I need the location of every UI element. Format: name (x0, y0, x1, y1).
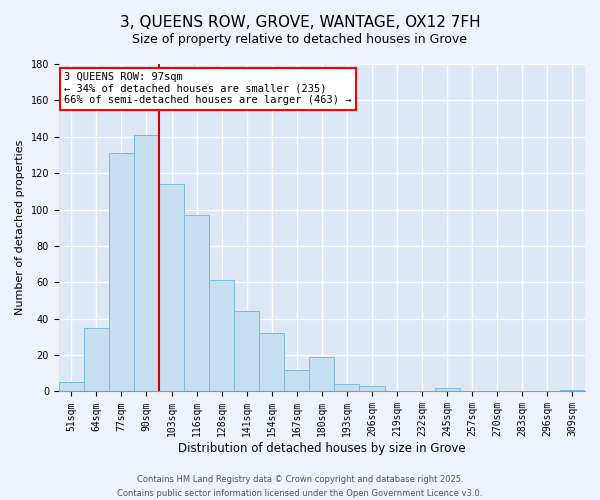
Bar (560, 390, 585, 392)
Bar (284, 370, 310, 392)
Bar (259, 334, 284, 392)
Bar (109, 153, 134, 392)
Text: 3, QUEENS ROW, GROVE, WANTAGE, OX12 7FH: 3, QUEENS ROW, GROVE, WANTAGE, OX12 7FH (119, 15, 481, 30)
Text: Contains HM Land Registry data © Crown copyright and database right 2025.
Contai: Contains HM Land Registry data © Crown c… (118, 476, 482, 498)
Bar (134, 135, 159, 392)
Bar (310, 357, 334, 392)
Text: Size of property relative to detached houses in Grove: Size of property relative to detached ho… (133, 32, 467, 46)
Bar (434, 388, 460, 392)
X-axis label: Distribution of detached houses by size in Grove: Distribution of detached houses by size … (178, 442, 466, 455)
Bar (184, 215, 209, 392)
Text: 3 QUEENS ROW: 97sqm
← 34% of detached houses are smaller (235)
66% of semi-detac: 3 QUEENS ROW: 97sqm ← 34% of detached ho… (64, 72, 352, 106)
Bar (59, 382, 84, 392)
Bar (84, 328, 109, 392)
Bar (359, 386, 385, 392)
Y-axis label: Number of detached properties: Number of detached properties (15, 140, 25, 316)
Bar (209, 280, 234, 392)
Bar (334, 384, 359, 392)
Bar (234, 312, 259, 392)
Bar (159, 184, 184, 392)
